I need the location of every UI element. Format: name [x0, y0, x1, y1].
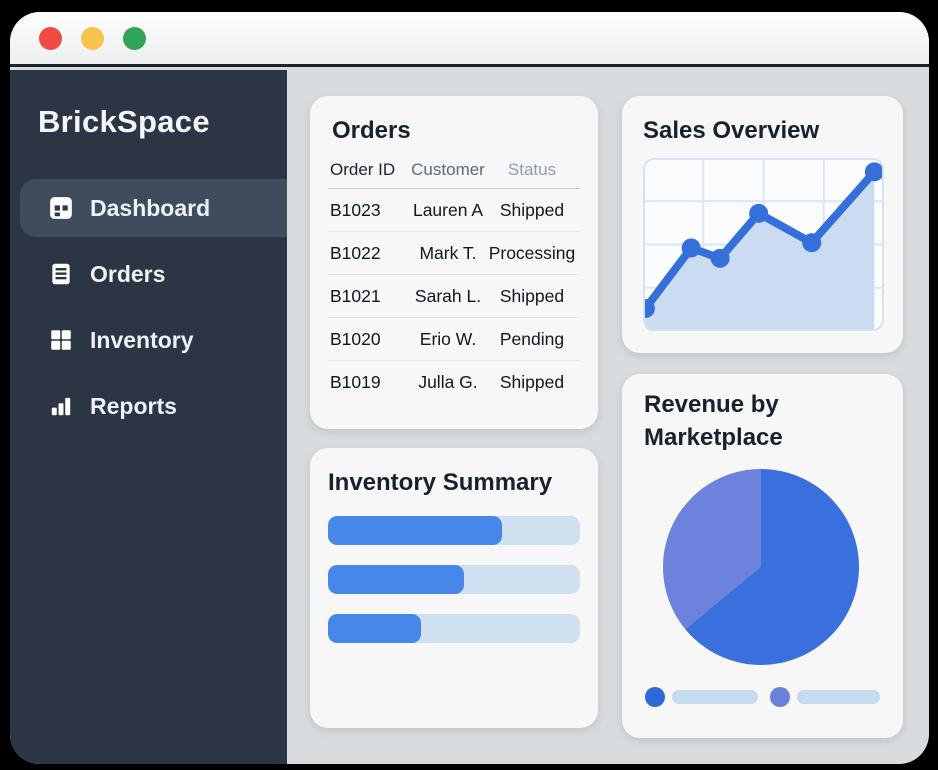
sidebar-item-orders[interactable]: Orders — [20, 245, 287, 303]
sidebar-item-label: Inventory — [90, 326, 194, 353]
data-point — [864, 162, 884, 182]
table-row[interactable]: B1020 Erio W. Pending — [328, 318, 580, 361]
sidebar-item-label: Reports — [90, 392, 177, 419]
sidebar-item-dashboard[interactable]: Dashboard — [20, 179, 287, 237]
sidebar-nav: Dashboard Orders — [10, 179, 287, 435]
minimize-button[interactable] — [81, 26, 104, 50]
table-row[interactable]: B1019 Julla G. Shipped — [328, 361, 580, 404]
data-point — [710, 248, 730, 268]
inventory-bar-fill — [328, 516, 502, 545]
data-point — [643, 299, 655, 319]
orders-table-header: Order ID Customer Status — [328, 159, 580, 189]
inventory-bar-track — [328, 516, 580, 545]
column-header-status: Status — [507, 159, 557, 179]
inventory-bar-fill — [328, 565, 465, 594]
cell-status: Shipped — [499, 372, 565, 392]
pie-legend — [645, 687, 880, 707]
cell-order-id: B1020 — [330, 328, 381, 349]
app-brand: BrickSpace — [38, 104, 210, 139]
cell-status: Processing — [488, 242, 576, 263]
table-row[interactable]: B1023 Lauren A Shipped — [328, 189, 580, 232]
legend-label-placeholder-2 — [797, 690, 880, 704]
sidebar-item-label: Dashboard — [90, 194, 211, 221]
cell-order-id: B1021 — [330, 285, 381, 306]
cell-status: Shipped — [499, 199, 565, 220]
orders-card-title: Orders — [332, 117, 411, 144]
legend-label-placeholder-1 — [672, 690, 758, 704]
sidebar-item-label: Orders — [90, 260, 166, 287]
data-point — [802, 233, 822, 253]
app-window: BrickSpace Dashboard — [10, 12, 929, 764]
dashboard-icon — [50, 197, 72, 219]
revenue-pie-chart — [663, 469, 859, 665]
inventory-bar-track — [328, 614, 580, 643]
cell-order-id: B1023 — [330, 199, 381, 220]
inventory-summary-card: Inventory Summary — [310, 448, 598, 728]
inventory-bar-track — [328, 565, 580, 594]
cell-status: Shipped — [499, 285, 565, 306]
cell-customer: Mark T. — [419, 242, 477, 263]
zoom-button[interactable] — [123, 26, 146, 50]
inventory-bars — [328, 516, 580, 643]
inventory-bar-fill — [328, 614, 422, 643]
inventory-icon — [51, 330, 71, 350]
cell-order-id: B1022 — [330, 242, 381, 263]
revenue-marketplace-card: Revenue by Marketplace — [622, 374, 903, 738]
data-point — [681, 238, 701, 258]
sidebar: BrickSpace Dashboard — [10, 70, 287, 764]
orders-table-body: B1023 Lauren A Shipped B1022 Mark T. Processi… — [328, 189, 580, 404]
reports-icon — [51, 397, 71, 416]
cell-customer: Erio W. — [419, 328, 477, 349]
sales-card-title: Sales Overview — [643, 117, 820, 144]
data-point — [749, 203, 769, 223]
main-area: BrickSpace Dashboard — [10, 70, 929, 764]
sidebar-item-inventory[interactable]: Inventory — [20, 311, 287, 369]
sales-line-chart — [643, 158, 885, 336]
cell-customer: Julla G. — [418, 372, 478, 392]
cell-order-id: B1019 — [330, 372, 381, 392]
titlebar — [10, 12, 929, 67]
inventory-card-title: Inventory Summary — [328, 469, 553, 496]
legend-dot-2 — [770, 687, 790, 707]
orders-card: Orders Order ID Customer Status B1023 Lau… — [310, 96, 598, 429]
close-button[interactable] — [39, 26, 62, 50]
table-row[interactable]: B1021 Sarah L. Shipped — [328, 275, 580, 318]
cell-customer: Lauren A — [412, 199, 484, 220]
orders-icon — [52, 263, 70, 285]
column-header-customer: Customer — [411, 159, 485, 179]
sidebar-item-reports[interactable]: Reports — [20, 377, 287, 435]
cell-status: Pending — [499, 328, 565, 349]
legend-dot-1 — [645, 687, 665, 707]
column-header-order-id: Order ID — [330, 159, 396, 179]
cell-customer: Sarah L. — [414, 285, 482, 306]
revenue-card-title: Revenue by Marketplace — [644, 391, 783, 451]
sales-overview-card: Sales Overview — [622, 96, 903, 353]
table-row[interactable]: B1022 Mark T. Processing — [328, 232, 580, 275]
